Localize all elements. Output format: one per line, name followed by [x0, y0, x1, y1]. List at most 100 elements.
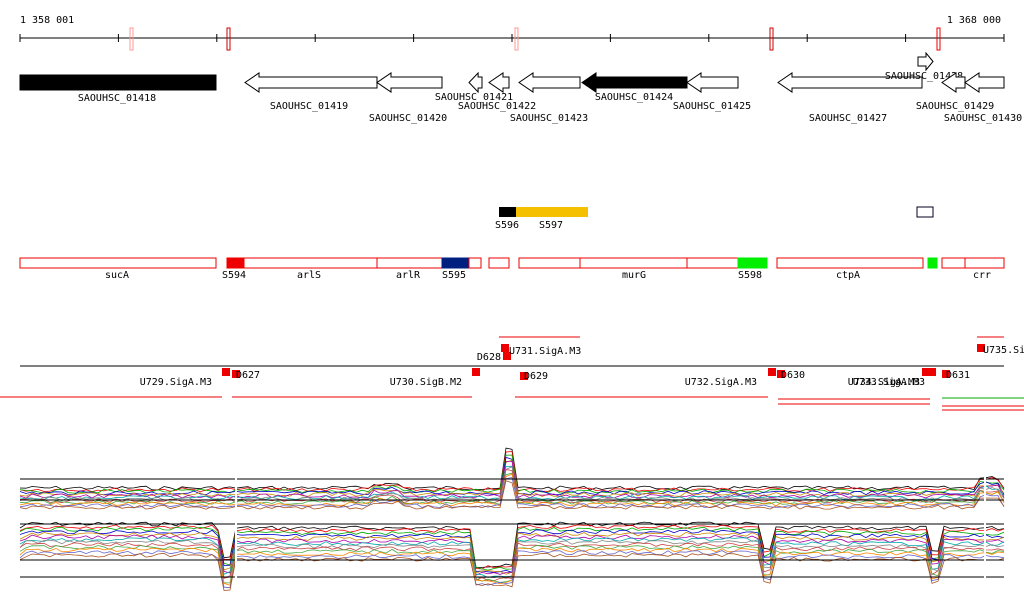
promoter-label: U731.SigA.M3 [509, 346, 581, 357]
annotation-box [488, 257, 510, 269]
annotation-box [243, 257, 378, 269]
annotation-label: arlS [297, 270, 321, 281]
ruler-start: 1 358 001 [20, 15, 74, 26]
expression-line [19, 451, 1005, 493]
ruler-end: 1 368 000 [947, 15, 1001, 26]
promoter-mark [777, 370, 785, 378]
gene-label: SAOUHSC_01420 [369, 113, 447, 124]
gene [581, 72, 688, 93]
annotation-box [927, 257, 938, 269]
promoter-mark [922, 368, 930, 376]
promoter-mark [503, 352, 511, 360]
annotation-box [964, 257, 1005, 269]
annotation-box [518, 257, 581, 269]
promoter-label: D630 [781, 370, 805, 381]
expression-line [20, 469, 1005, 504]
annotation-box [776, 257, 924, 269]
annotation-box [941, 257, 966, 269]
expression-line [19, 539, 1005, 579]
gene [376, 72, 443, 93]
annotation-label: ctpA [836, 270, 860, 281]
annotation-label: crr [973, 270, 991, 281]
gene-label: SAOUHSC_01427 [809, 113, 887, 124]
annotation-box [737, 257, 768, 269]
ruler-marker [514, 27, 519, 51]
segment-box [916, 206, 934, 218]
segment-label: S596 [495, 220, 519, 231]
annotation-box [376, 257, 443, 269]
promoter-label: D629 [524, 371, 548, 382]
segment [516, 207, 588, 217]
annotation-label: murG [622, 270, 646, 281]
gene-label: SAOUHSC_01419 [270, 101, 348, 112]
gene [518, 72, 581, 93]
expression-line [19, 524, 1005, 570]
gene-label: SAOUHSC_01423 [510, 113, 588, 124]
annotation-label: S598 [738, 270, 762, 281]
expression-line [19, 521, 1005, 569]
gene [964, 72, 1005, 93]
promoter-mark [222, 368, 230, 376]
gene [777, 72, 923, 93]
expression-line [19, 460, 1005, 499]
expression-line [19, 547, 1005, 586]
promoter-label: D628 [477, 352, 501, 363]
gene [488, 72, 510, 93]
expression-line [19, 526, 1005, 571]
promoter-mark [520, 372, 528, 380]
annotation-box [226, 257, 245, 269]
gene [917, 51, 934, 72]
gene-label: SAOUHSC_01422 [458, 101, 536, 112]
promoter-label: U735.Si [983, 345, 1024, 356]
annotation-box [441, 257, 470, 269]
gene [19, 74, 217, 91]
promoter-mark [942, 370, 950, 378]
promoter-label: U734.SigA.M3 [848, 377, 920, 388]
segment [499, 207, 516, 217]
annotation-label: sucA [105, 270, 129, 281]
ruler-marker [129, 27, 134, 51]
segment-label: S597 [539, 220, 563, 231]
promoter-label: U732.SigA.M3 [685, 377, 757, 388]
expression-line [19, 477, 1005, 509]
annotation-label: S594 [222, 270, 246, 281]
promoter-mark [501, 344, 509, 352]
promoter-mark [768, 368, 776, 376]
promoter-mark [977, 344, 985, 352]
annotation-box [686, 257, 739, 269]
ruler-marker [226, 27, 231, 51]
gene [244, 72, 378, 93]
expression-line [19, 459, 1005, 497]
ruler-marker [769, 27, 774, 51]
annotation-label: S595 [442, 270, 466, 281]
gene-label: SAOUHSC_01418 [78, 93, 156, 104]
gene-label: SAOUHSC_01424 [595, 92, 673, 103]
promoter-mark [928, 368, 936, 376]
gene-label: SAOUHSC_01428 [885, 71, 963, 82]
promoter-label: U730.SigB.M2 [390, 377, 462, 388]
expression-line [19, 454, 1005, 494]
annotation-box [19, 257, 217, 269]
annotation-box [468, 257, 482, 269]
promoter-label: U729.SigA.M3 [140, 377, 212, 388]
expression-line [19, 466, 1005, 502]
annotation-box [579, 257, 688, 269]
expression-line [19, 480, 1005, 510]
gene-label: SAOUHSC_01425 [673, 101, 751, 112]
gene [468, 71, 483, 94]
expression-line [19, 550, 1005, 589]
ruler-marker [936, 27, 941, 51]
promoter-label: U733.SigA.M3 [853, 377, 925, 388]
gene [686, 72, 739, 93]
promoter-mark [232, 370, 240, 378]
expression-line [19, 552, 1005, 591]
promoter-label: D627 [236, 370, 260, 381]
annotation-label: arlR [396, 270, 421, 281]
expression-line [19, 534, 1005, 576]
gene-label: SAOUHSC_01421 [435, 92, 513, 103]
gene-label: SAOUHSC_01429 [916, 101, 994, 112]
gene-label: SAOUHSC_01430 [944, 113, 1022, 124]
promoter-label: D631 [946, 370, 970, 381]
promoter-mark [472, 368, 480, 376]
